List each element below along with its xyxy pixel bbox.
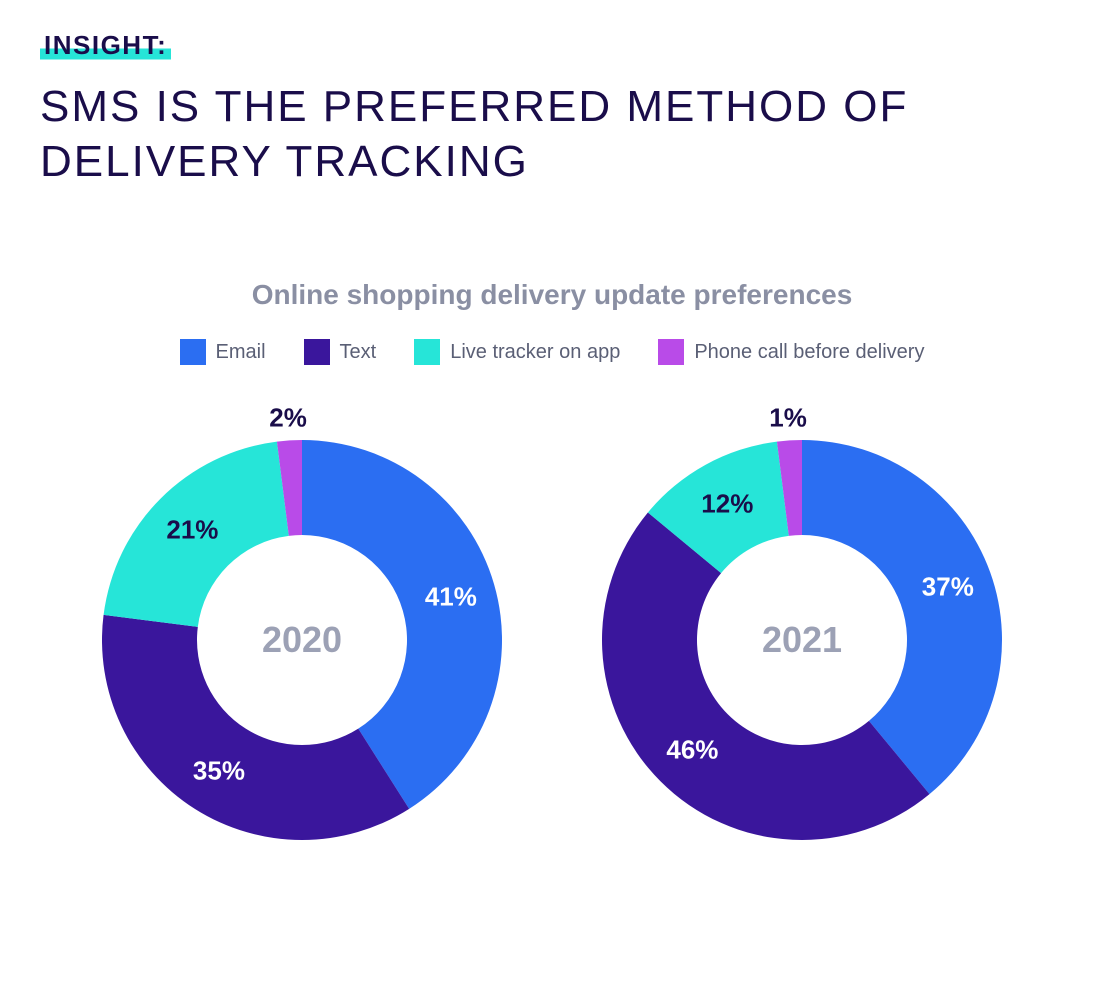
donut-slice-label: 35% [193,755,245,786]
donut-center-label: 2021 [762,619,842,661]
donut-chart: 202137%46%12%1% [587,425,1017,855]
page-headline: SMS IS THE PREFERRED METHOD OF DELIVERY … [40,79,940,189]
legend-label: Live tracker on app [450,341,620,364]
donut-slice-label: 21% [166,515,218,546]
charts-row: 202041%35%21%2%202137%46%12%1% [40,425,1064,855]
legend-swatch [304,339,330,365]
legend-item: Live tracker on app [414,339,620,365]
legend-label: Text [340,341,377,364]
donut-slice-label: 46% [666,734,718,765]
donut-slice-label: 1% [769,403,807,434]
legend-swatch [180,339,206,365]
donut-center-label: 2020 [262,619,342,661]
donut-chart: 202041%35%21%2% [87,425,517,855]
legend-item: Email [180,339,266,365]
donut-slice-label: 37% [922,572,974,603]
legend-item: Text [304,339,377,365]
donut-slice-label: 12% [701,489,753,520]
chart-title: Online shopping delivery update preferen… [40,279,1064,311]
donut-slice-label: 2% [269,403,307,434]
legend-label: Phone call before delivery [694,341,924,364]
legend-swatch [658,339,684,365]
legend-swatch [414,339,440,365]
donut-slice-label: 41% [425,581,477,612]
legend-label: Email [216,341,266,364]
legend-item: Phone call before delivery [658,339,924,365]
chart-legend: Email Text Live tracker on app Phone call b… [40,339,1064,365]
insight-label: INSIGHT: [40,30,171,61]
